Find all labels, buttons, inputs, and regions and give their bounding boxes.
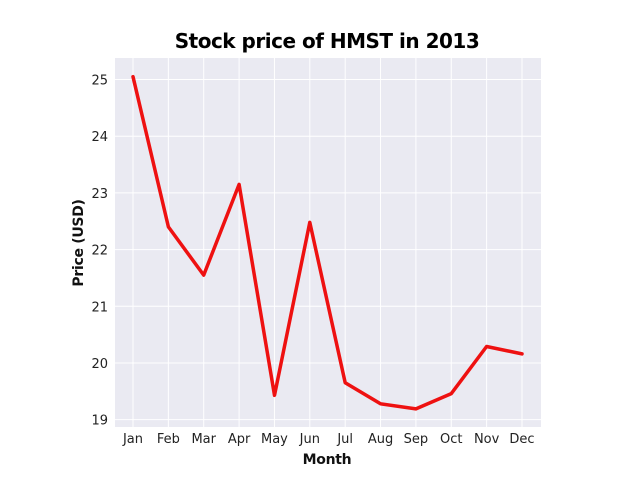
- x-tick-label: Jun: [299, 432, 320, 447]
- x-tick-label: Jul: [336, 432, 353, 447]
- y-tick-label: 21: [91, 300, 108, 315]
- x-tick-label: May: [261, 432, 288, 447]
- y-tick-label: 20: [91, 357, 108, 372]
- y-tick-label: 23: [91, 187, 108, 202]
- y-tick-label: 24: [91, 130, 108, 145]
- y-axis-label: Price (USD): [71, 199, 87, 286]
- x-tick-label: Jan: [122, 432, 143, 447]
- x-tick-label: Aug: [368, 432, 393, 447]
- price-line: [131, 74, 524, 411]
- x-tick-label: Dec: [509, 432, 534, 447]
- x-tick-label: Oct: [440, 432, 462, 447]
- x-tick-label: Sep: [404, 432, 429, 447]
- x-tick-label: Mar: [191, 432, 216, 447]
- series-layer: [131, 74, 524, 411]
- x-tick-label: Feb: [157, 432, 180, 447]
- y-axis-ticks: 19 20 21 22 23 24 25: [91, 74, 108, 429]
- x-tick-label: Nov: [474, 432, 500, 447]
- y-tick-label: 25: [91, 74, 108, 89]
- y-tick-label: 19: [91, 414, 108, 429]
- x-axis-ticks: Jan Feb Mar Apr May Jun Jul Aug Sep Oct Nov Dec: [122, 432, 535, 447]
- x-axis-label: Month: [303, 452, 352, 468]
- chart-title: Stock price of HMST in 2013: [175, 29, 480, 53]
- x-tick-label: Apr: [228, 432, 251, 447]
- y-tick-label: 22: [91, 244, 108, 259]
- plot-area: [115, 58, 541, 427]
